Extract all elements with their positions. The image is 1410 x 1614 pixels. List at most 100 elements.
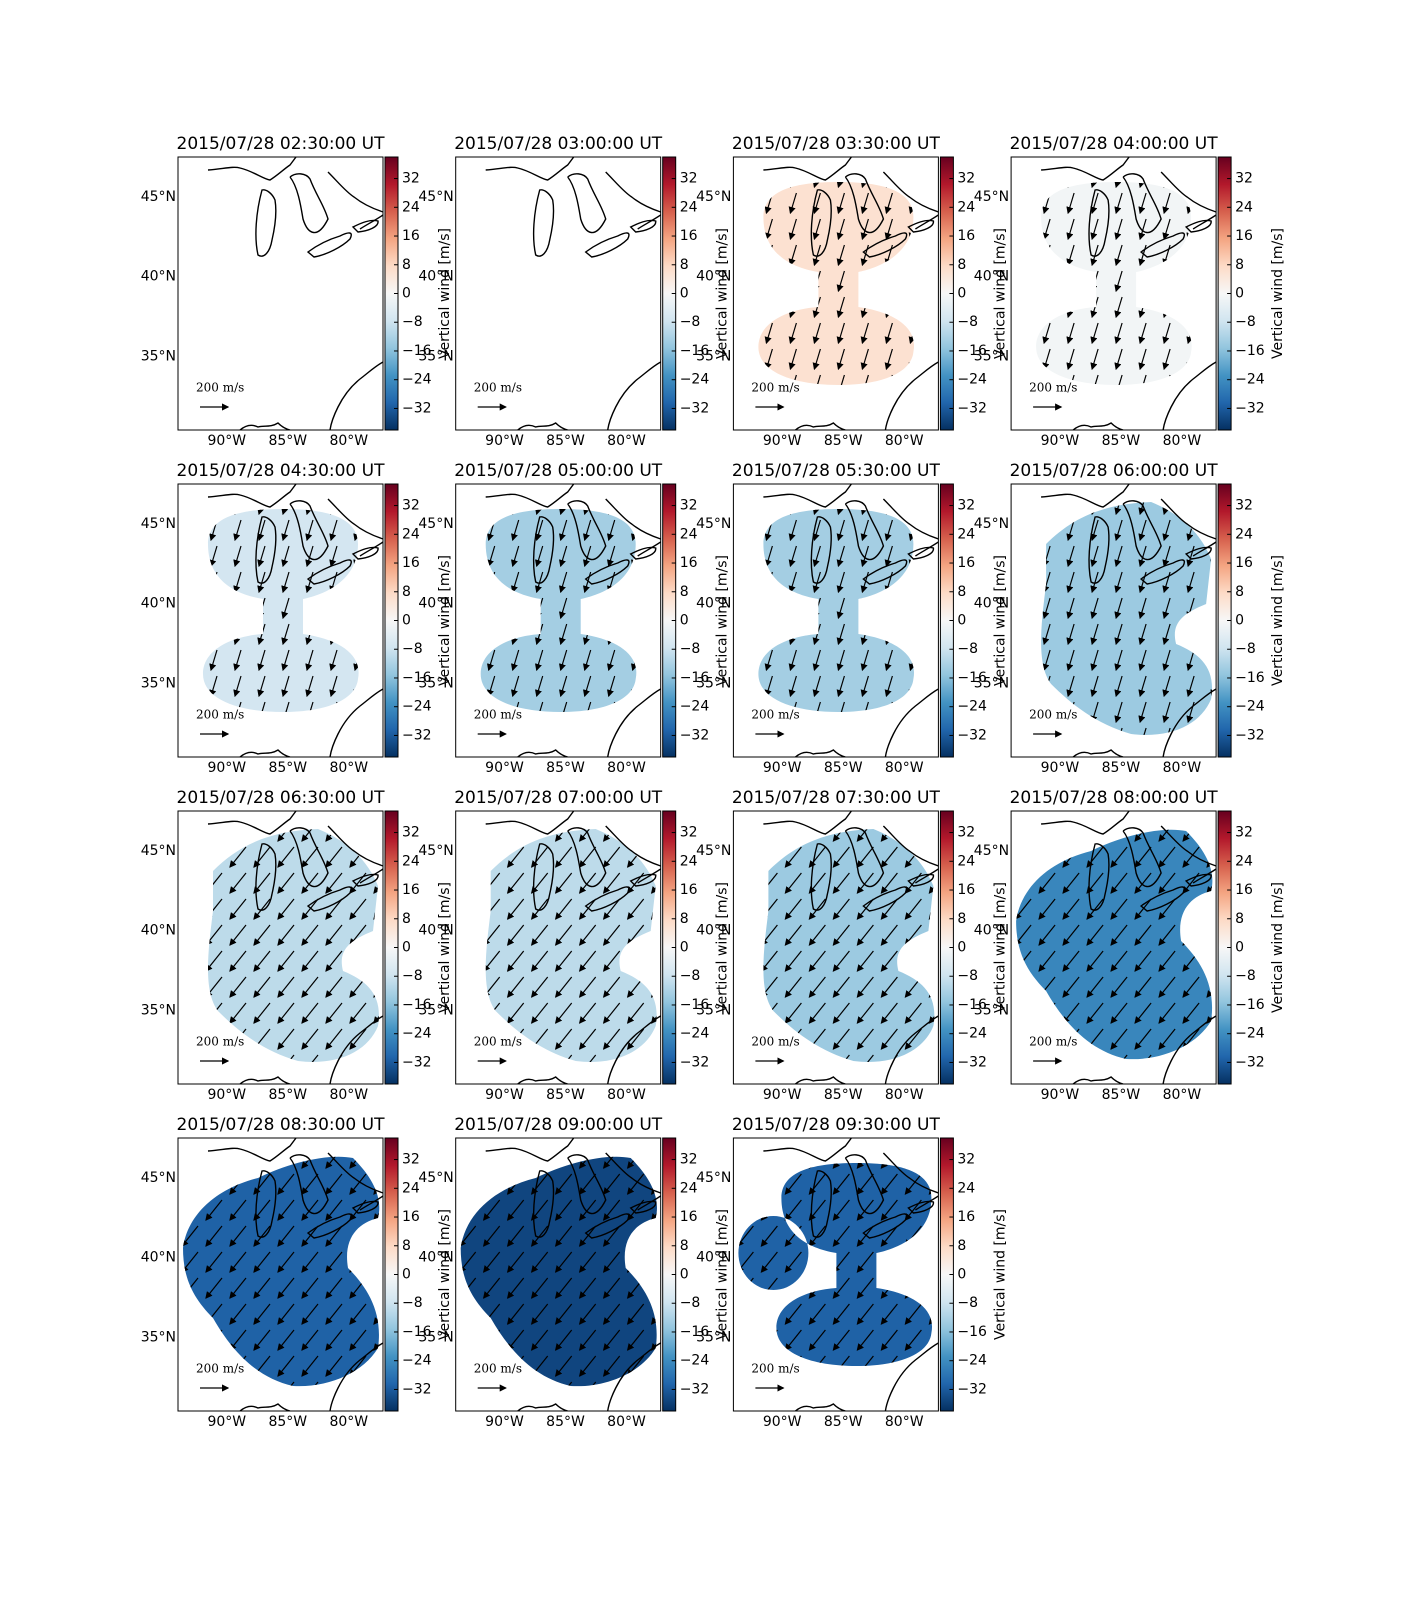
colorbar-tick-label: 16 — [680, 555, 698, 571]
colorbar-tick-label: −16 — [680, 343, 710, 359]
wind-vector — [530, 1199, 549, 1221]
scale-label: 200 m/s — [196, 1035, 244, 1049]
wind-vector — [737, 977, 753, 997]
wind-vector — [1038, 1002, 1056, 1024]
colorbar-tick-label: −24 — [402, 699, 432, 715]
wind-vector — [1114, 519, 1123, 542]
panel-title: 2015/07/28 03:30:00 UT — [732, 134, 941, 154]
wind-vector — [465, 572, 471, 592]
wind-vector — [1092, 401, 1098, 421]
wind-vector — [904, 1303, 922, 1325]
wind-vector — [306, 701, 314, 712]
wind-vector — [788, 509, 797, 516]
wind-vector — [277, 976, 295, 998]
wind-vector — [808, 976, 826, 998]
wind-vector — [832, 1329, 850, 1351]
wind-vector — [349, 1028, 367, 1050]
wind-vector — [578, 1303, 597, 1325]
wind-vector — [353, 509, 359, 516]
wind-vector — [742, 167, 748, 187]
wind-vector — [349, 1251, 367, 1273]
wind-vector — [884, 296, 893, 319]
wind-vector — [349, 898, 367, 920]
wind-vector — [530, 898, 549, 920]
wind-vector — [1090, 348, 1099, 371]
colorbar-tick-label: 0 — [402, 940, 411, 956]
wind-vector — [1212, 349, 1218, 369]
wind-vector — [880, 898, 898, 920]
wind-vector — [742, 624, 748, 644]
wind-vector — [182, 821, 198, 841]
wind-vector — [486, 571, 496, 594]
wind-vector — [856, 829, 874, 842]
wind-vector — [836, 675, 845, 698]
wind-vector — [908, 597, 915, 620]
wind-vector — [579, 1054, 597, 1062]
colorbar-tick-label: 16 — [1235, 555, 1253, 571]
colorbar-tick-label: −32 — [680, 727, 710, 743]
colorbar-tick-label: −32 — [402, 400, 432, 416]
wind-vector — [632, 701, 637, 712]
wind-vector — [1066, 623, 1075, 646]
wind-vector — [1044, 401, 1050, 421]
wind-vector — [742, 728, 748, 748]
wind-vector — [657, 520, 663, 540]
colorbar-tick-label: 32 — [1235, 171, 1253, 187]
lat-tick-label: 45°N — [696, 1170, 731, 1186]
wind-vector — [187, 702, 193, 722]
wind-vector — [301, 872, 319, 894]
lon-tick-label: 90°W — [763, 1414, 802, 1430]
wind-vector — [187, 494, 193, 514]
wind-vector — [1186, 649, 1195, 672]
colorbar-tick-label: −8 — [402, 1295, 423, 1311]
lon-tick-label: 85°W — [1102, 433, 1141, 449]
wind-vector — [1186, 502, 1195, 516]
lat-tick-label: 45°N — [418, 1170, 453, 1186]
lat-tick-label: 35°N — [141, 676, 176, 692]
wind-vector — [1114, 322, 1123, 345]
wind-vector — [908, 244, 915, 267]
wind-vector — [305, 519, 314, 542]
colorbar-tick-label: 32 — [680, 498, 698, 514]
wind-vector — [836, 244, 845, 267]
colorbar-tick-label: −16 — [680, 997, 710, 1013]
colorbar-label: Vertical wind [m/s] — [715, 1209, 731, 1340]
wind-vector — [554, 1355, 573, 1377]
wind-vector — [1210, 571, 1213, 594]
wind-vector — [277, 1054, 295, 1062]
wind-vector — [1067, 727, 1075, 735]
wind-vector — [1210, 545, 1213, 568]
wind-vector — [742, 297, 748, 317]
lat-tick-label: 35°N — [974, 349, 1009, 365]
wind-vector — [1066, 502, 1075, 516]
colorbar-tick-label: 24 — [680, 853, 698, 869]
colorbar-tick-label: −24 — [680, 699, 710, 715]
wind-vector — [277, 1355, 295, 1377]
colorbar: −32 −24 −16 −8 0 8 16 24 32 Vertical wind [m/s] — [1217, 483, 1286, 758]
lat-tick-label: 35°N — [418, 676, 453, 692]
wind-vector — [1090, 623, 1099, 646]
wind-vector — [1020, 494, 1026, 514]
wind-vector — [934, 375, 940, 395]
colorbar-tick-label: 32 — [680, 171, 698, 187]
wind-vector — [808, 1173, 826, 1195]
wind-vector — [1186, 623, 1195, 646]
wind-vector — [860, 182, 869, 189]
wind-vector — [764, 244, 773, 267]
colorbar-tick-label: −32 — [957, 727, 987, 743]
wind-vector — [281, 571, 290, 594]
wind-vector — [880, 924, 898, 946]
wind-vector — [465, 702, 471, 722]
wind-vector — [1090, 649, 1099, 672]
wind-vector — [582, 509, 592, 516]
wind-vector — [1020, 598, 1026, 618]
colorbar-tick-label: 0 — [402, 613, 411, 629]
wind-vector — [183, 1329, 199, 1351]
wind-vector — [554, 1002, 573, 1024]
wind-vector — [1020, 167, 1026, 187]
wind-vector — [904, 1054, 922, 1062]
wind-vector — [742, 375, 748, 395]
wind-vector — [1139, 374, 1147, 385]
wind-vector — [1090, 675, 1099, 698]
wind-vector — [465, 520, 471, 540]
